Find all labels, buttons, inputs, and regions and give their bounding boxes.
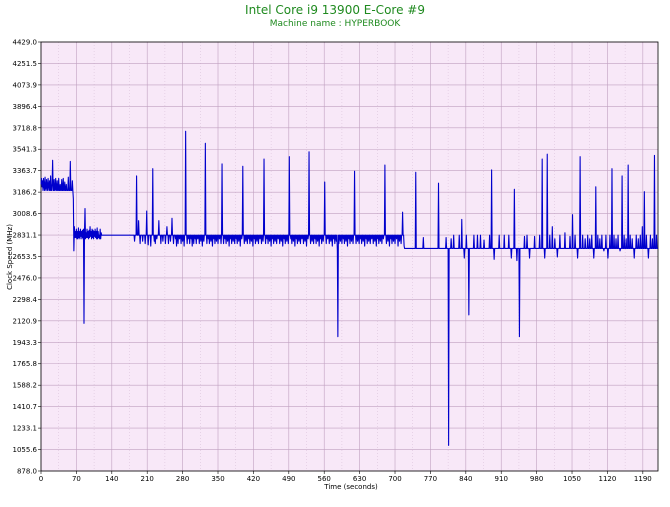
- y-tick-label: 3008.6: [13, 210, 38, 218]
- y-tick-label: 1233.1: [13, 425, 38, 433]
- y-tick-label: 2298.4: [13, 296, 38, 304]
- y-axis-label: Clock Speed (MHz): [6, 224, 14, 290]
- x-tick-label: 70: [72, 475, 81, 483]
- series-line-0: [40, 130, 658, 446]
- x-tick-label: 490: [282, 475, 295, 483]
- chart-title: Intel Core i9 13900 E-Core #9: [245, 3, 425, 17]
- chart-subtitle: Machine name : HYPERBOOK: [270, 19, 402, 29]
- x-tick-label: 210: [141, 475, 154, 483]
- x-tick-label: 630: [353, 475, 366, 483]
- x-tick-label: 1190: [634, 475, 652, 483]
- y-tick-label: 2653.5: [13, 253, 38, 261]
- y-tick-label: 3363.7: [13, 167, 38, 175]
- x-tick-label: 840: [459, 475, 472, 483]
- x-tick-label: 1050: [563, 475, 581, 483]
- y-tick-label: 878.0: [17, 468, 37, 476]
- y-tick-label: 1410.7: [13, 403, 38, 411]
- y-tick-label: 4429.0: [13, 39, 38, 47]
- x-tick-label: 280: [176, 475, 189, 483]
- plot-border: [40, 41, 659, 472]
- y-tick-label: 3718.8: [13, 124, 38, 132]
- x-tick-label: 700: [388, 475, 401, 483]
- y-tick-label: 3541.3: [13, 146, 38, 154]
- x-tick-label: 560: [318, 475, 331, 483]
- y-tick-label: 2831.1: [13, 232, 38, 240]
- y-tick-label: 1588.2: [13, 382, 38, 390]
- y-tick-label: 4251.5: [13, 60, 38, 68]
- x-axis-label: Time (seconds): [323, 483, 378, 491]
- y-tick-label: 1943.3: [13, 339, 38, 347]
- y-tick-label: 4073.9: [13, 81, 38, 89]
- y-tick-label: 1765.8: [13, 360, 38, 368]
- y-tick-label: 2476.0: [13, 274, 38, 282]
- y-tick-label: 3896.4: [13, 103, 38, 111]
- y-tick-label: 1055.6: [13, 446, 38, 454]
- x-tick-label: 1120: [599, 475, 617, 483]
- x-tick-label: 140: [105, 475, 118, 483]
- x-tick-label: 350: [211, 475, 224, 483]
- x-tick-label: 0: [39, 475, 43, 483]
- y-tick-label: 3186.2: [13, 189, 38, 197]
- x-tick-label: 770: [424, 475, 437, 483]
- y-tick-label: 2120.9: [13, 317, 38, 325]
- plot-area: 878.0 1055.6 1233.1 1410.7 1588.2 1765.8 1943.…: [13, 39, 659, 483]
- x-tick-label: 910: [495, 475, 508, 483]
- x-tick-label: 980: [530, 475, 543, 483]
- x-tick-label: 420: [247, 475, 260, 483]
